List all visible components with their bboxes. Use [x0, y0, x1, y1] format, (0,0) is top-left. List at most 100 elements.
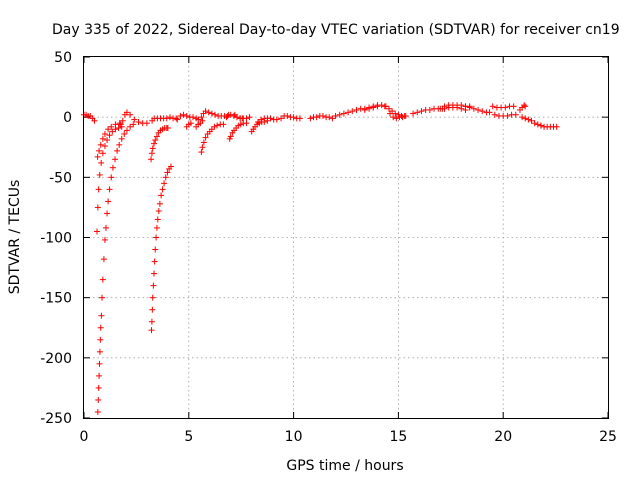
- data-point: [522, 115, 529, 122]
- x-tick-label: 10: [285, 429, 303, 445]
- data-point: [390, 114, 397, 121]
- series-arc-12: [198, 121, 227, 156]
- data-point: [94, 204, 101, 211]
- data-point: [112, 156, 119, 163]
- data-point: [486, 109, 493, 116]
- data-point: [116, 141, 123, 148]
- data-point: [258, 116, 265, 123]
- data-point: [98, 312, 105, 319]
- series-arc-19: [278, 112, 303, 122]
- data-point: [441, 105, 448, 112]
- data-point: [528, 117, 535, 124]
- data-point: [510, 103, 517, 110]
- data-point: [214, 122, 221, 129]
- data-point: [246, 114, 253, 121]
- data-point: [105, 198, 112, 205]
- data-point: [326, 114, 333, 121]
- data-point: [121, 131, 128, 138]
- data-point: [117, 121, 124, 128]
- data-point: [202, 134, 209, 141]
- data-point: [177, 112, 184, 119]
- data-point: [95, 186, 102, 193]
- series-arc-2: [94, 121, 137, 415]
- data-point: [183, 112, 190, 119]
- data-point: [91, 117, 98, 124]
- x-tick-label: 5: [184, 429, 193, 445]
- data-point: [103, 224, 110, 231]
- data-point: [458, 105, 465, 112]
- data-point: [200, 139, 207, 146]
- data-point: [116, 120, 123, 127]
- series-arc-4: [94, 121, 124, 160]
- data-point: [340, 110, 347, 117]
- data-point: [224, 112, 231, 119]
- data-point: [254, 118, 261, 125]
- series-arc-23: [382, 103, 408, 119]
- series-arc-16: [231, 111, 253, 122]
- data-point: [127, 123, 134, 130]
- data-point: [101, 131, 108, 138]
- data-point: [135, 118, 142, 125]
- data-point: [96, 147, 103, 154]
- data-point: [112, 121, 119, 128]
- series-arc-33: [537, 122, 560, 130]
- data-point: [166, 114, 173, 121]
- data-point: [382, 103, 389, 110]
- data-point: [118, 135, 125, 142]
- y-tick-label: 0: [63, 110, 72, 126]
- chart-title: Day 335 of 2022, Sidereal Day-to-day VTE…: [52, 22, 620, 38]
- data-point: [392, 110, 399, 117]
- data-point: [106, 132, 113, 139]
- series-arc-11: [193, 117, 206, 130]
- data-point: [161, 180, 168, 187]
- data-point: [127, 111, 134, 118]
- data-point: [512, 111, 519, 118]
- data-point: [243, 115, 250, 122]
- data-point: [290, 114, 297, 121]
- data-point: [470, 105, 477, 112]
- data-point: [109, 164, 116, 171]
- series-arc-13: [198, 108, 231, 121]
- data-point: [123, 109, 130, 116]
- data-point: [336, 111, 343, 118]
- data-point: [329, 115, 336, 122]
- data-point: [98, 159, 105, 166]
- data-point: [180, 111, 187, 118]
- data-point: [205, 109, 212, 116]
- data-point: [366, 105, 373, 112]
- series-arc-10: [183, 120, 194, 130]
- data-point: [553, 123, 560, 130]
- data-point: [94, 408, 101, 415]
- data-point: [108, 123, 115, 130]
- data-point: [313, 114, 320, 121]
- x-tick-label: 20: [494, 429, 512, 445]
- data-point: [189, 114, 196, 121]
- data-point: [370, 104, 377, 111]
- data-point: [99, 294, 106, 301]
- y-tick-label: -100: [40, 231, 72, 247]
- data-point: [97, 141, 104, 148]
- data-point: [489, 103, 496, 110]
- data-point: [152, 246, 159, 253]
- data-points: [81, 102, 560, 415]
- data-point: [414, 109, 421, 116]
- series-arc-24: [387, 110, 409, 122]
- data-point: [504, 112, 511, 119]
- data-point: [148, 327, 155, 334]
- data-point: [208, 110, 215, 117]
- series-arc-3: [93, 123, 125, 235]
- data-point: [173, 115, 180, 122]
- data-point: [151, 258, 158, 265]
- data-point: [296, 115, 303, 122]
- data-point: [387, 110, 394, 117]
- series-arc-29: [489, 103, 517, 111]
- data-point: [123, 127, 130, 134]
- data-point: [454, 104, 461, 111]
- data-point: [99, 150, 106, 157]
- data-point: [96, 360, 103, 367]
- y-tick-label: -50: [49, 170, 72, 186]
- horizontal-gridlines: [84, 116, 608, 359]
- data-point: [143, 120, 150, 127]
- x-tick-label: 25: [599, 429, 617, 445]
